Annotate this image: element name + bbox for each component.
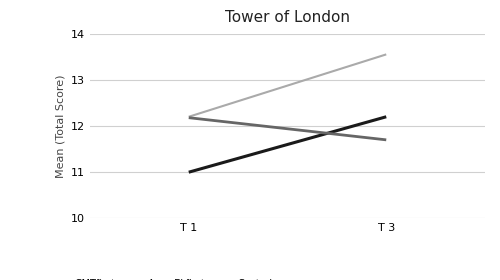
Legend: GMTfirst, App+ELfirst, Control: GMTfirst, App+ELfirst, Control [44,275,276,280]
Y-axis label: Mean (Total Score): Mean (Total Score) [56,74,66,178]
Title: Tower of London: Tower of London [225,10,350,25]
